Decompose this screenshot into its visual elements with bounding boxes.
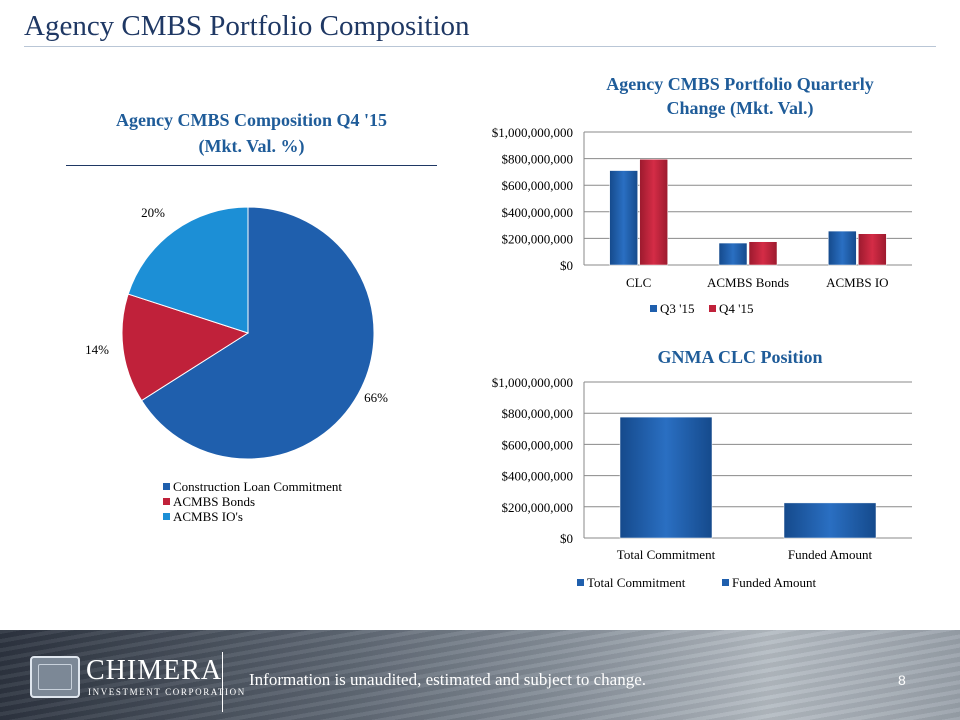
bar-clc-q3-15	[609, 170, 638, 266]
quarterly-chart-title: Agency CMBS Portfolio Quarterly Change (…	[560, 72, 920, 120]
logo-subtitle: INVESTMENT CORPORATION	[88, 687, 246, 697]
gnma-bar-chart: $0 $200,000,000 $400,000,000 $600,000,000 $8…	[492, 375, 912, 590]
pie-legend-label: ACMBS IO's	[173, 509, 243, 524]
bar-acmbs-bonds-q3-15	[718, 242, 748, 266]
y-tick-label: $1,000,000,000	[492, 125, 573, 140]
y-tick-label: $400,000,000	[502, 469, 574, 484]
pie-slice-acmbs-bonds	[121, 293, 250, 402]
quarterly-bar-chart: $0 $200,000,000 $400,000,000 $600,000,000 $8…	[492, 125, 912, 316]
pie-legend-swatch	[163, 483, 170, 490]
y-tick-label: $0	[560, 258, 573, 273]
quarterly-chart-title-line1: Agency CMBS Portfolio Quarterly	[606, 74, 874, 94]
charts-canvas: 66%14%20%Construction Loan CommitmentACM…	[85, 125, 912, 590]
pie-chart: 66%14%20%Construction Loan CommitmentACM…	[85, 205, 388, 524]
pie-legend-label: ACMBS Bonds	[173, 494, 255, 509]
bar-legend-swatch	[577, 579, 584, 586]
pie-slice-construction-loan-commitment	[140, 206, 375, 460]
pie-title-divider	[66, 165, 437, 166]
pie-slice-acmbs-io-s	[127, 206, 249, 334]
y-tick-label: $400,000,000	[502, 205, 574, 220]
bar-legend-label: Q3 '15	[660, 301, 694, 316]
bar-legend-swatch	[650, 305, 657, 312]
gnma-chart-title-line1: GNMA CLC Position	[657, 347, 823, 367]
y-tick-label: $800,000,000	[502, 152, 574, 167]
x-tick-label: Total Commitment	[617, 547, 716, 562]
pie-chart-title-line1: Agency CMBS Composition Q4 '15	[115, 110, 387, 130]
pie-slice-label: 14%	[85, 342, 109, 357]
y-tick-label: $800,000,000	[502, 406, 574, 421]
x-tick-label: ACMBS IO	[826, 275, 889, 290]
bar-legend-swatch	[709, 305, 716, 312]
footer-divider	[222, 652, 223, 712]
pie-slice-label: 66%	[364, 390, 388, 405]
bar-legend-swatch	[722, 579, 729, 586]
bar-acmbs-bonds-q4-15	[748, 241, 778, 266]
y-tick-label: $200,000,000	[502, 500, 574, 515]
bar-funded-amount	[783, 502, 877, 539]
bar-clc-q4-15	[639, 159, 668, 266]
page-number: 8	[898, 672, 906, 688]
footer-background	[0, 630, 960, 720]
footer-note: Information is unaudited, estimated and …	[249, 670, 647, 689]
bar-acmbs-io-q4-15	[858, 233, 887, 266]
title-divider	[24, 46, 936, 47]
x-tick-label: Funded Amount	[788, 547, 873, 562]
quarterly-chart-title-line2: Change (Mkt. Val.)	[666, 98, 814, 118]
gnma-chart-title: GNMA CLC Position	[560, 345, 920, 369]
bar-total-commitment	[619, 416, 713, 539]
pie-legend-label: Construction Loan Commitment	[173, 479, 342, 494]
bar-legend-label: Funded Amount	[732, 575, 817, 590]
logo-name: CHIMERA	[86, 655, 223, 686]
pie-legend-swatch	[163, 513, 170, 520]
y-tick-label: $600,000,000	[502, 178, 574, 193]
y-tick-label: $1,000,000,000	[492, 375, 573, 390]
y-tick-label: $200,000,000	[502, 231, 574, 246]
bar-legend-label: Q4 '15	[719, 301, 753, 316]
x-tick-label: ACMBS Bonds	[707, 275, 789, 290]
pie-chart-title: Agency CMBS Composition Q4 '15 (Mkt. Val…	[66, 108, 437, 158]
footer: CHIMERA INVESTMENT CORPORATION Informati…	[0, 630, 960, 720]
bar-acmbs-io-q3-15	[828, 230, 857, 266]
x-tick-label: CLC	[626, 275, 651, 290]
y-tick-label: $0	[560, 531, 573, 546]
page-title: Agency CMBS Portfolio Composition	[24, 10, 470, 42]
pie-chart-title-line2: (Mkt. Val. %)	[198, 136, 305, 156]
chimera-logo-icon	[30, 656, 80, 698]
pie-legend-swatch	[163, 498, 170, 505]
y-tick-label: $600,000,000	[502, 437, 574, 452]
bar-legend-label: Total Commitment	[587, 575, 686, 590]
pie-slice-label: 20%	[141, 205, 165, 220]
